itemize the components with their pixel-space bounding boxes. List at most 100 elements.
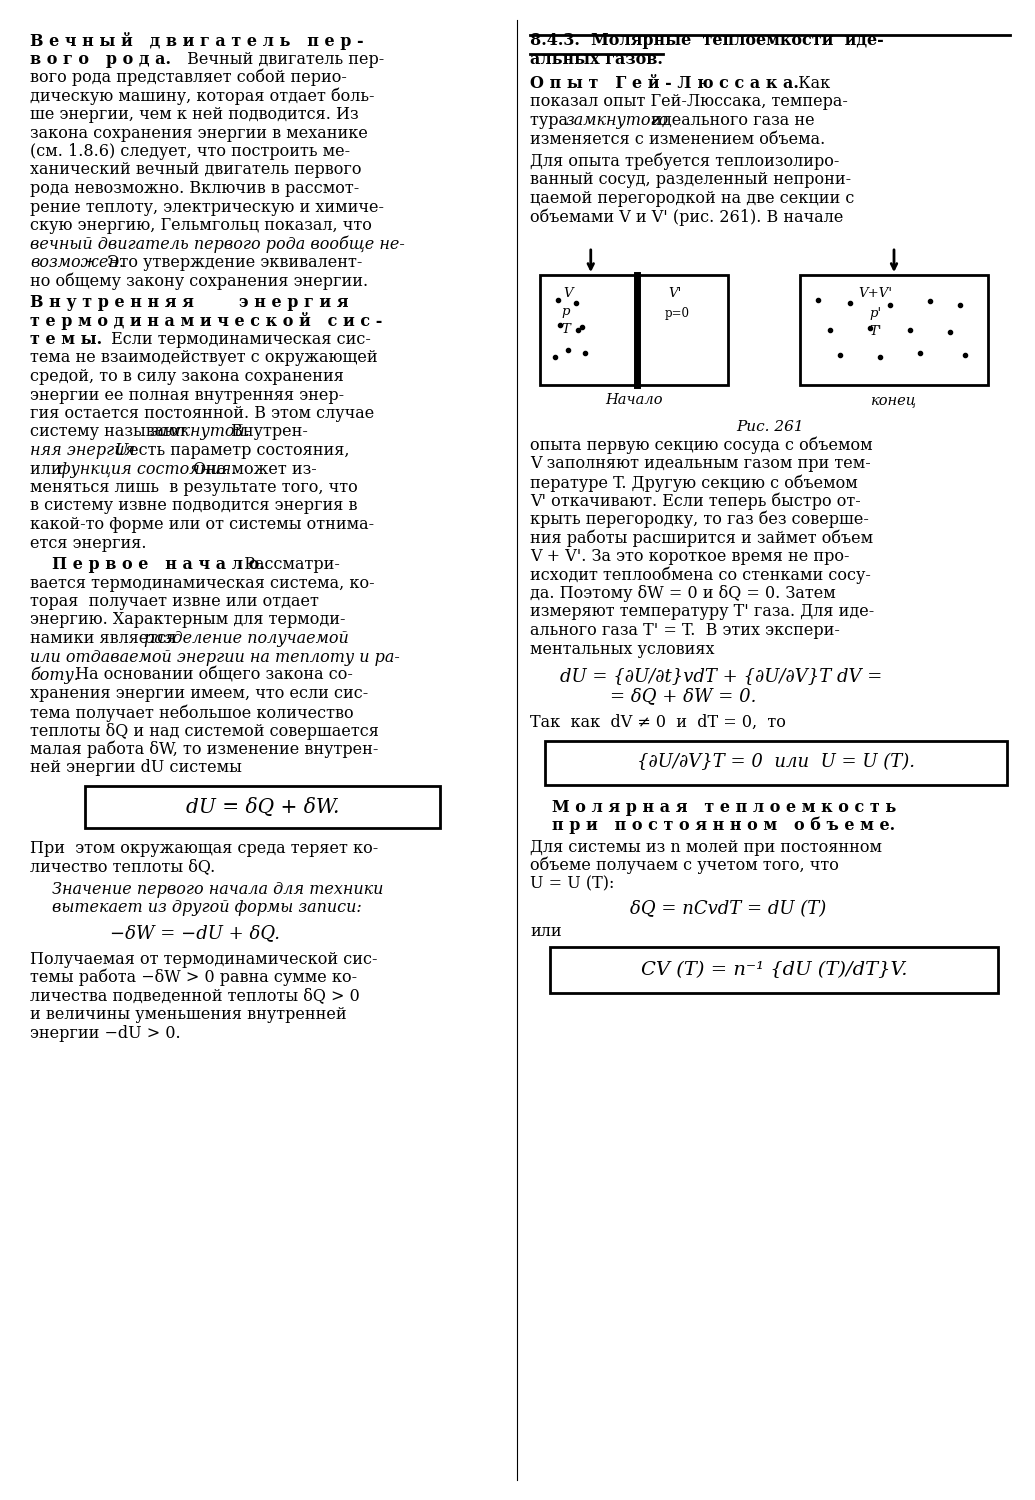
Text: ментальных условиях: ментальных условиях [530,640,714,657]
Text: личества подведенной теплоты δQ > 0: личества подведенной теплоты δQ > 0 [30,987,360,1005]
Text: М о л я р н а я   т е п л о е м к о с т ь: М о л я р н а я т е п л о е м к о с т ь [552,798,896,816]
Text: тема получает небольшое количество: тема получает небольшое количество [30,704,354,722]
Text: да. Поэтому δW = 0 и δQ = 0. Затем: да. Поэтому δW = 0 и δQ = 0. Затем [530,585,835,602]
Text: средой, то в силу закона сохранения: средой, то в силу закона сохранения [30,368,344,386]
Bar [800,274,988,386]
Text: V заполняют идеальным газом при тем-: V заполняют идеальным газом при тем- [530,456,870,472]
Text: но общему закону сохранения энергии.: но общему закону сохранения энергии. [30,273,368,290]
Text: ше энергии, чем к ней подводится. Из: ше энергии, чем к ней подводится. Из [30,106,358,123]
Text: няя энергия: няя энергия [30,442,141,459]
Text: малая работа δW, то изменение внутрен-: малая работа δW, то изменение внутрен- [30,741,379,759]
Text: меняться лишь  в результате того, что: меняться лишь в результате того, что [30,478,358,496]
Text: Для опыта требуется теплоизолиро-: Для опыта требуется теплоизолиро- [530,153,839,171]
Text: и величины уменьшения внутренней: и величины уменьшения внутренней [30,1007,347,1023]
Text: О п ы т   Г е й - Л ю с с а к а.: О п ы т Г е й - Л ю с с а к а. [530,75,799,92]
Text: идеального газа не: идеального газа не [646,112,815,129]
Text: Значение первого начала для техники: Значение первого начала для техники [52,880,383,898]
Text: p: p [562,304,570,318]
Text: рение теплоту, электрическую и химиче-: рение теплоту, электрическую и химиче- [30,198,384,216]
Text: V+V': V+V' [858,286,892,300]
Text: конец: конец [871,393,917,406]
Text: {∂U/∂V}T = 0  или  U = U (T).: {∂U/∂V}T = 0 или U = U (T). [637,753,915,771]
Text: При  этом окружающая среда теряет ко-: При этом окружающая среда теряет ко- [30,840,378,856]
Text: В е ч н ы й   д в и г а т е л ь   п е р -: В е ч н ы й д в и г а т е л ь п е р - [30,32,363,50]
Text: вается термодинамическая система, ко-: вается термодинамическая система, ко- [30,574,375,591]
Text: или: или [30,460,66,477]
Text: U = U (T):: U = U (T): [530,876,615,892]
Text: боту.: боту. [30,668,79,684]
Text: −δW = −dU + δQ.: −δW = −dU + δQ. [110,924,280,942]
Text: объемами V и V' (рис. 261). В начале: объемами V и V' (рис. 261). В начале [530,209,844,226]
Text: ванный сосуд, разделенный непрони-: ванный сосуд, разделенный непрони- [530,171,851,189]
Text: т е м ы.: т е м ы. [30,332,102,348]
Text: гия остается постоянной. В этом случае: гия остается постоянной. В этом случае [30,405,375,422]
Text: V': V' [669,286,682,300]
Text: замкнутой.: замкнутой. [150,423,250,441]
Text: CV (T) = n⁻¹ {dU (T)/dT}V.: CV (T) = n⁻¹ {dU (T)/dT}V. [641,962,908,980]
Text: измеряют температуру T' газа. Для иде-: измеряют температуру T' газа. Для иде- [530,603,875,621]
Text: цаемой перегородкой на две секции с: цаемой перегородкой на две секции с [530,190,854,207]
Text: разделение получаемой: разделение получаемой [144,630,349,646]
Text: опыта первую секцию сосуда с объемом: опыта первую секцию сосуда с объемом [530,436,873,454]
Text: Вечный двигатель пер-: Вечный двигатель пер- [182,51,384,68]
Text: возможен.: возможен. [30,254,124,272]
Text: U: U [114,442,127,459]
Text: энергию. Характерным для термоди-: энергию. Характерным для термоди- [30,612,346,628]
Text: изменяется с изменением объема.: изменяется с изменением объема. [530,130,825,147]
Text: дическую машину, которая отдает боль-: дическую машину, которая отдает боль- [30,87,375,105]
Text: п р и   п о с т о я н н о м   о б ъ е м е.: п р и п о с т о я н н о м о б ъ е м е. [552,818,895,834]
Text: закона сохранения энергии в механике: закона сохранения энергии в механике [30,124,367,141]
Text: В н у т р е н н я я        э н е р г и я: В н у т р е н н я я э н е р г и я [30,294,349,310]
Text: темы работа −δW > 0 равна сумме ко-: темы работа −δW > 0 равна сумме ко- [30,969,357,987]
Text: 8.4.3.  Молярные  теплоемкости  иде-: 8.4.3. Молярные теплоемкости иде- [530,32,884,50]
Text: пературе T. Другую секцию с объемом: пературе T. Другую секцию с объемом [530,474,858,492]
Bar [550,946,998,993]
Text: т е р м о д и н а м и ч е с к о й   с и с -: т е р м о д и н а м и ч е с к о й с и с … [30,312,382,330]
Text: показал опыт Гей-Люссака, темпера-: показал опыт Гей-Люссака, темпера- [530,93,848,111]
Text: Внутрен-: Внутрен- [226,423,307,441]
Text: теплоты δQ и над системой совершается: теплоты δQ и над системой совершается [30,723,379,740]
Text: вого рода представляет собой перио-: вого рода представляет собой перио- [30,69,347,87]
Text: Это утверждение эквивалент-: Это утверждение эквивалент- [102,254,362,272]
Text: Так  как  dV ≠ 0  и  dT = 0,  то: Так как dV ≠ 0 и dT = 0, то [530,714,786,730]
Text: объеме получаем с учетом того, что: объеме получаем с учетом того, что [530,856,839,874]
Text: Начало: Начало [605,393,662,406]
Text: какой-то форме или от системы отнима-: какой-то форме или от системы отнима- [30,516,374,532]
Text: T: T [562,322,570,336]
Text: крыть перегородку, то газ без соверше-: крыть перегородку, то газ без соверше- [530,512,868,528]
Text: T': T' [869,326,882,338]
Text: ется энергия.: ется энергия. [30,534,147,552]
Bar [545,741,1007,784]
Text: p=0: p=0 [664,308,689,320]
Text: исходит теплообмена со стенками сосу-: исходит теплообмена со стенками сосу- [530,567,870,584]
Text: или: или [530,922,562,939]
Text: dU = δQ + δW.: dU = δQ + δW. [186,798,339,816]
Text: V: V [563,286,572,300]
Text: функция состояния.: функция состояния. [58,460,236,477]
Text: ханический вечный двигатель первого: ханический вечный двигатель первого [30,162,361,178]
Text: Если термодинамическая сис-: Если термодинамическая сис- [106,332,371,348]
Text: p': p' [869,308,881,320]
Text: δQ = nCvdT = dU (T): δQ = nCvdT = dU (T) [630,900,826,918]
Text: Рассматри-: Рассматри- [234,556,339,573]
Text: V' откачивают. Если теперь быстро от-: V' откачивают. Если теперь быстро от- [530,492,861,510]
Text: есть параметр состояния,: есть параметр состояния, [124,442,350,459]
Text: ней энергии dU системы: ней энергии dU системы [30,759,242,777]
Text: намики является: намики является [30,630,181,646]
Text: тема не взаимодействует с окружающей: тема не взаимодействует с окружающей [30,350,378,366]
Text: вечный двигатель первого рода вообще не-: вечный двигатель первого рода вообще не- [30,236,405,254]
Text: вытекает из другой формы записи:: вытекает из другой формы записи: [52,900,362,916]
Text: скую энергию, Гельмгольц показал, что: скую энергию, Гельмгольц показал, что [30,217,372,234]
Text: Она может из-: Она может из- [188,460,317,477]
Text: V + V'. За это короткое время не про-: V + V'. За это короткое время не про- [530,548,850,566]
Text: тура: тура [530,112,573,129]
Bar [540,274,728,386]
Text: рода невозможно. Включив в рассмот-: рода невозможно. Включив в рассмот- [30,180,359,196]
Text: систему называют: систему называют [30,423,193,441]
Text: личество теплоты δQ.: личество теплоты δQ. [30,858,215,876]
Text: Рис. 261: Рис. 261 [736,420,804,434]
Text: торая  получает извне или отдает: торая получает извне или отдает [30,592,319,610]
Text: альных газов.: альных газов. [530,51,662,68]
Text: ального газа T' = T.  В этих экспери-: ального газа T' = T. В этих экспери- [530,622,839,639]
Text: Получаемая от термодинамической сис-: Получаемая от термодинамической сис- [30,951,378,968]
